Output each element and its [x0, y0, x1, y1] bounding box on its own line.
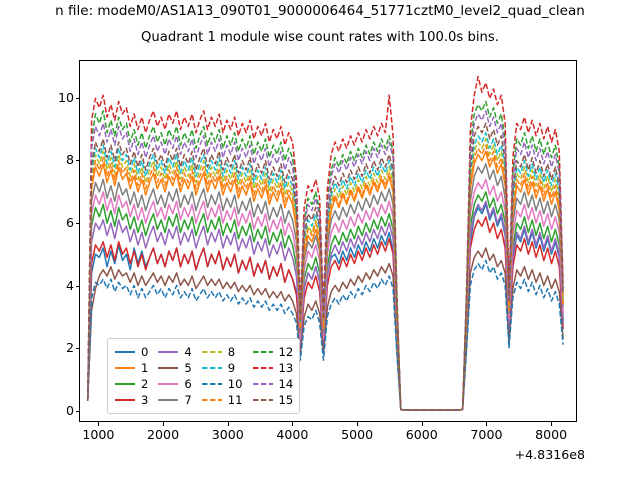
legend-swatch-2 — [115, 383, 135, 385]
legend-label-13: 13 — [278, 361, 294, 375]
legend-swatch-9 — [201, 367, 222, 369]
series-line-14 — [86, 110, 564, 411]
legend-grid: 0 4 8 12 1 5 9 13 2 6 10 14 3 7 11 15 — [114, 344, 293, 408]
legend-swatch-10 — [201, 383, 222, 385]
legend-swatch-3 — [115, 399, 135, 401]
legend-entry-6[interactable]: 6 — [157, 376, 192, 392]
legend-label-4: 4 — [184, 345, 192, 359]
y-tick-label: 2 — [65, 340, 74, 356]
x-tick-label: 2000 — [147, 427, 180, 442]
y-tick-mark — [75, 222, 79, 224]
y-tick-label: 4 — [65, 277, 74, 293]
legend-label-12: 12 — [278, 345, 294, 359]
series-line-13 — [86, 75, 564, 411]
legend-label-1: 1 — [141, 361, 149, 375]
x-tick-label: 7000 — [470, 427, 503, 442]
legend-swatch-6 — [158, 383, 179, 385]
figure-suptitle: n file: modeM0/AS1A13_090T01_9000006464_… — [55, 3, 585, 19]
legend-label-0: 0 — [141, 345, 149, 359]
x-tick-mark — [551, 422, 553, 426]
x-tick-label: 8000 — [535, 427, 568, 442]
y-tick-mark — [75, 411, 79, 413]
legend-label-7: 7 — [184, 393, 192, 407]
series-line-11 — [86, 144, 564, 411]
legend-label-14: 14 — [278, 377, 294, 391]
legend-entry-7[interactable]: 7 — [157, 392, 192, 408]
legend-entry-13[interactable]: 13 — [252, 360, 294, 376]
legend-entry-15[interactable]: 15 — [252, 392, 294, 408]
legend-label-6: 6 — [184, 377, 192, 391]
legend-swatch-4 — [158, 351, 179, 353]
x-tick-mark — [421, 422, 423, 426]
x-tick-mark — [292, 422, 294, 426]
legend-entry-12[interactable]: 12 — [252, 344, 294, 360]
legend-swatch-14 — [252, 383, 273, 385]
legend-label-11: 11 — [227, 393, 243, 407]
legend-label-5: 5 — [184, 361, 192, 375]
legend-label-9: 9 — [227, 361, 236, 375]
x-tick-mark — [357, 422, 359, 426]
legend-entry-3[interactable]: 3 — [114, 392, 148, 408]
legend-label-8: 8 — [227, 345, 236, 359]
x-tick-label: 5000 — [341, 427, 374, 442]
x-tick-mark — [163, 422, 165, 426]
y-tick-label: 8 — [65, 152, 74, 168]
legend-label-15: 15 — [278, 393, 294, 407]
y-tick-mark — [75, 97, 79, 99]
legend-label-10: 10 — [227, 377, 243, 391]
legend-entry-0[interactable]: 0 — [114, 344, 148, 360]
x-tick-label: 1000 — [82, 427, 115, 442]
legend-swatch-7 — [158, 399, 179, 401]
x-tick-label: 4000 — [276, 427, 309, 442]
y-tick-mark — [75, 348, 79, 350]
legend-swatch-13 — [252, 367, 273, 369]
legend-entry-8[interactable]: 8 — [201, 344, 243, 360]
legend-swatch-12 — [252, 351, 273, 353]
legend-entry-4[interactable]: 4 — [157, 344, 192, 360]
series-line-15 — [86, 122, 564, 411]
legend-swatch-5 — [158, 367, 179, 369]
y-tick-label: 6 — [65, 214, 74, 230]
legend-entry-11[interactable]: 11 — [201, 392, 243, 408]
legend-entry-9[interactable]: 9 — [201, 360, 243, 376]
x-tick-label: 3000 — [211, 427, 244, 442]
x-tick-mark — [227, 422, 229, 426]
y-tick-label: 10 — [57, 89, 74, 105]
x-tick-mark — [486, 422, 488, 426]
y-tick-mark — [75, 160, 79, 162]
legend-entry-1[interactable]: 1 — [114, 360, 148, 376]
x-tick-mark — [98, 422, 100, 426]
legend-swatch-11 — [201, 399, 222, 401]
y-tick-label: 0 — [65, 403, 74, 419]
x-axis-offset-text: +4.8316e8 — [514, 447, 585, 462]
legend-label-2: 2 — [141, 377, 149, 391]
plot-axes — [79, 60, 577, 422]
legend-entry-2[interactable]: 2 — [114, 376, 148, 392]
legend-label-3: 3 — [141, 393, 149, 407]
legend-swatch-8 — [201, 351, 222, 353]
chart-title: Quadrant 1 module wise count rates with … — [141, 30, 499, 45]
series-line-10 — [86, 259, 564, 411]
legend-entry-10[interactable]: 10 — [201, 376, 243, 392]
chart-legend: 0 4 8 12 1 5 9 13 2 6 10 14 3 7 11 15 — [107, 338, 301, 414]
legend-entry-5[interactable]: 5 — [157, 360, 192, 376]
legend-swatch-1 — [115, 367, 135, 369]
x-tick-label: 6000 — [405, 427, 438, 442]
y-tick-mark — [75, 285, 79, 287]
series-lines — [86, 75, 564, 411]
legend-swatch-15 — [252, 399, 273, 401]
legend-entry-14[interactable]: 14 — [252, 376, 294, 392]
legend-swatch-0 — [115, 351, 135, 353]
